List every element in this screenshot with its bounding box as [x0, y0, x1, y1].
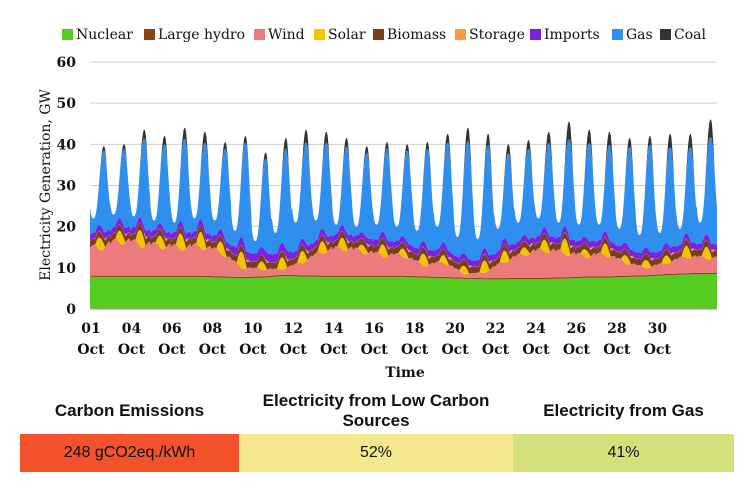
x-tick-month: Oct: [280, 342, 308, 358]
x-tick-day: 12: [284, 321, 303, 337]
carbon-emissions-value: 248 gCO2eq./kWh: [20, 434, 239, 472]
legend-label-nuclear: Nuclear: [76, 27, 133, 43]
legend-label-biomass: Biomass: [387, 27, 446, 43]
x-tick-month: Oct: [644, 342, 672, 358]
y-tick-label: 50: [57, 96, 77, 112]
x-tick-day: 10: [243, 321, 263, 337]
legend-swatch-coal: [660, 29, 671, 40]
x-tick-day: 26: [567, 321, 586, 337]
x-tick-month: Oct: [563, 342, 591, 358]
legend-swatch-wind: [254, 29, 265, 40]
x-tick-day: 04: [122, 321, 142, 337]
x-tick-day: 01: [81, 321, 100, 337]
legend-label-gas: Gas: [626, 27, 653, 43]
area-large-hydro: [90, 272, 717, 280]
x-tick-day: 14: [324, 321, 344, 337]
area-solar: [90, 229, 717, 275]
chart-legend: Nuclear Large hydro Wind Solar Biomass Storag…: [62, 27, 706, 43]
x-tick-month: Oct: [118, 342, 146, 358]
y-tick-label: 20: [57, 220, 77, 236]
x-tick-day: 06: [162, 321, 181, 337]
legend-label-imports: Imports: [544, 27, 600, 43]
x-tick-month: Oct: [199, 342, 227, 358]
gas-value: 41%: [513, 434, 734, 472]
low-carbon-heading: Electricity from Low Carbon Sources: [262, 391, 490, 430]
legend-swatch-nuclear: [62, 29, 73, 40]
x-tick-month: Oct: [158, 342, 186, 358]
legend-label-storage: Storage: [469, 27, 525, 43]
x-tick-month: Oct: [603, 342, 631, 358]
legend-swatch-biomass: [373, 29, 384, 40]
legend-swatch-storage: [455, 29, 466, 40]
y-axis-label: Electricity Generation, GW: [38, 89, 54, 281]
x-tick-month: Oct: [441, 342, 469, 358]
area-gas: [90, 137, 717, 261]
area-nuclear: [90, 274, 717, 309]
y-tick-label: 60: [57, 55, 77, 71]
x-tick-day: 18: [405, 321, 424, 337]
x-tick-labels: 01 Oct 04 Oct 06 Oct 08 Oct 10 Oct 12 Oct 14 Oct 16 Oct…: [77, 321, 671, 358]
summary-header-row: Carbon Emissions Electricity from Low Ca…: [20, 388, 734, 434]
legend-label-coal: Coal: [674, 27, 706, 43]
legend-swatch-solar: [314, 29, 325, 40]
legend-label-wind: Wind: [268, 27, 305, 43]
summary-value-row: 248 gCO2eq./kWh 52% 41%: [20, 434, 734, 472]
x-tick-day: 30: [648, 321, 668, 337]
legend-label-large-hydro: Large hydro: [158, 27, 245, 43]
x-tick-day: 22: [486, 321, 505, 337]
y-tick-label: 10: [57, 261, 77, 277]
x-tick-day: 16: [364, 321, 383, 337]
x-tick-day: 08: [203, 321, 222, 337]
legend-swatch-large-hydro: [144, 29, 155, 40]
legend-swatch-imports: [530, 29, 541, 40]
stacked-areas: [90, 119, 717, 309]
gas-heading: Electricity from Gas: [543, 401, 704, 420]
y-tick-labels: 0 10 20 30 40 50 60: [57, 55, 77, 318]
y-tick-label: 40: [57, 137, 77, 153]
area-imports: [90, 217, 717, 267]
y-tick-label: 0: [66, 302, 76, 318]
y-tick-label: 30: [57, 179, 77, 195]
x-tick-month: Oct: [361, 342, 389, 358]
area-biomass: [90, 223, 717, 274]
x-tick-day: 28: [607, 321, 626, 337]
x-tick-day: 20: [445, 321, 465, 337]
x-tick-month: Oct: [482, 342, 510, 358]
generation-chart: Nuclear Large hydro Wind Solar Biomass Storag…: [38, 27, 717, 381]
area-wind: [90, 238, 717, 279]
x-tick-month: Oct: [320, 342, 348, 358]
low-carbon-value: 52%: [239, 434, 513, 472]
legend-swatch-gas: [612, 29, 623, 40]
x-tick-month: Oct: [522, 342, 550, 358]
x-tick-month: Oct: [239, 342, 267, 358]
x-tick-day: 24: [526, 321, 546, 337]
x-tick-month: Oct: [401, 342, 429, 358]
x-tick-month: Oct: [77, 342, 105, 358]
x-axis-label: Time: [385, 365, 425, 381]
carbon-emissions-heading: Carbon Emissions: [54, 401, 205, 420]
legend-label-solar: Solar: [328, 27, 366, 43]
summary-table: Carbon Emissions Electricity from Low Ca…: [20, 388, 734, 472]
